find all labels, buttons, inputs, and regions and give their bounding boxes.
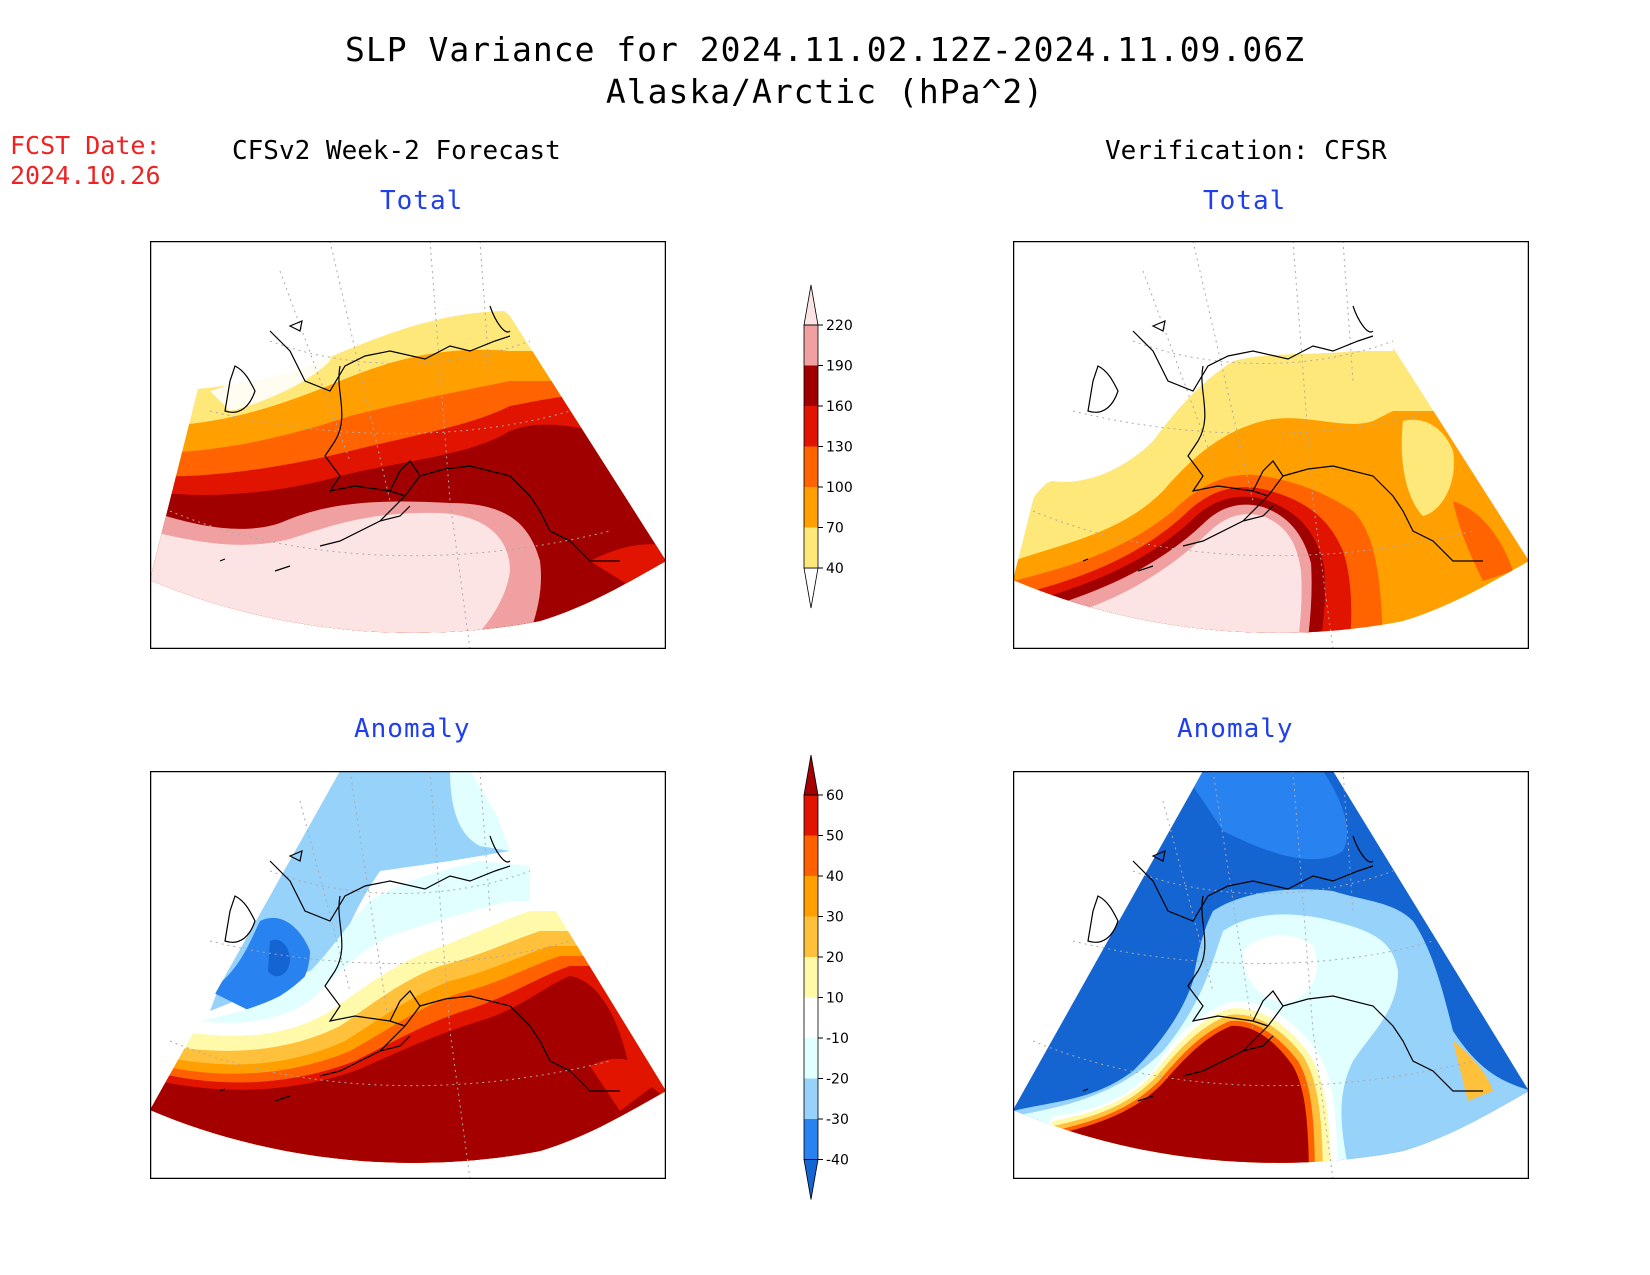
- total-colorbar-tick-label: 130: [826, 440, 853, 456]
- total-colorbar-segment-0: [803, 567, 819, 609]
- total-colorbar-tick-label: 40: [826, 561, 844, 577]
- forecast-date-value: 2024.10.26: [10, 161, 161, 190]
- left-column-title: CFSv2 Week-2 Forecast: [232, 136, 561, 166]
- verification-total-subtitle: Total: [1203, 186, 1287, 216]
- forecast-anomaly-subtitle: Anomaly: [354, 714, 471, 744]
- anomaly-colorbar: -40 -30 -20 -10 10 20 30 40 50 60: [803, 754, 849, 1200]
- verification-anomaly-subtitle: Anomaly: [1177, 714, 1294, 744]
- anomaly-colorbar-segment-4: [804, 997, 818, 1038]
- total-colorbar-segment-2: [804, 487, 818, 528]
- total-colorbar-segment-3: [804, 446, 818, 487]
- anomaly-colorbar-segment-6: [804, 916, 818, 957]
- anomaly-colorbar-segment-7: [804, 876, 818, 917]
- total-colorbar-segment-6: [804, 325, 818, 366]
- total-colorbar: 40 70 100 130 160 190 220: [803, 284, 853, 609]
- total-colorbar-segment-1: [804, 527, 818, 568]
- anomaly-colorbar-segment-1: [804, 1119, 818, 1160]
- total-colorbar-segment-7: [803, 284, 819, 326]
- anomaly-colorbar-tick-label: 50: [826, 829, 844, 845]
- chart-title-line1: SLP Variance for 2024.11.02.12Z-2024.11.…: [345, 30, 1305, 69]
- anomaly-colorbar-tick-label: 60: [826, 788, 844, 804]
- verification-anomaly-map: [1013, 771, 1529, 1179]
- anomaly-colorbar-segment-5: [804, 957, 818, 998]
- anomaly-colorbar-tick-label: 40: [826, 869, 844, 885]
- chart-title-line2: Alaska/Arctic (hPa^2): [605, 72, 1045, 111]
- anomaly-colorbar-tick-label: 10: [826, 991, 844, 1007]
- forecast-total-map: [150, 241, 666, 649]
- anomaly-colorbar-tick-label: -40: [826, 1153, 849, 1169]
- anomaly-colorbar-segment-0: [803, 1159, 819, 1200]
- forecast-anomaly-map: [150, 771, 666, 1179]
- total-colorbar-tick-label: 70: [826, 521, 844, 537]
- total-colorbar-tick-label: 190: [826, 359, 853, 375]
- total-colorbar-segment-4: [804, 406, 818, 447]
- total-colorbar-segment-5: [804, 365, 818, 406]
- anomaly-colorbar-segment-8: [804, 835, 818, 876]
- forecast-total-subtitle: Total: [380, 186, 464, 216]
- anomaly-colorbar-segment-9: [804, 795, 818, 836]
- forecast-date-label: FCST Date:: [10, 131, 161, 160]
- anomaly-colorbar-segment-2: [804, 1078, 818, 1119]
- total-colorbar-tick-label: 220: [826, 318, 853, 334]
- anomaly-colorbar-tick-label: -20: [826, 1072, 849, 1088]
- anomaly-colorbar-tick-label: -30: [826, 1112, 849, 1128]
- anomaly-colorbar-tick-label: -10: [826, 1031, 849, 1047]
- anomaly-colorbar-tick-label: 30: [826, 910, 844, 926]
- right-column-title: Verification: CFSR: [1105, 136, 1387, 166]
- anomaly-colorbar-segment-3: [804, 1038, 818, 1079]
- anomaly-colorbar-tick-label: 20: [826, 950, 844, 966]
- verification-total-map: [1013, 241, 1529, 649]
- total-colorbar-tick-label: 160: [826, 399, 853, 415]
- anomaly-colorbar-segment-10: [803, 754, 819, 796]
- total-colorbar-tick-label: 100: [826, 480, 853, 496]
